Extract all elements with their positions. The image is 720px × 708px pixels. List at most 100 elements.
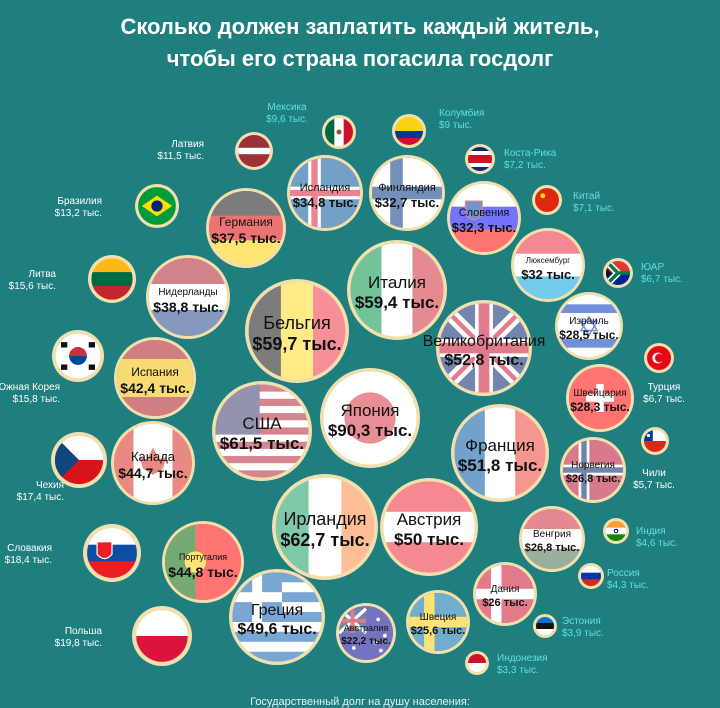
debt-value: $52,8 тыс.: [444, 352, 523, 369]
debt-value: $11,5 тыс.: [157, 151, 204, 162]
country-name: Турция: [648, 382, 681, 393]
bubble-польша: Польша$19,8 тыс.: [55, 606, 192, 666]
country-name: Люксембург: [526, 256, 570, 265]
flag-uk-icon: [439, 303, 529, 393]
country-name: Словения: [459, 207, 510, 219]
country-name: Россия: [607, 568, 640, 579]
bubble-wash: [215, 384, 309, 478]
bubble-wash: [248, 282, 346, 380]
bubble-литва: Литва$15,6 тыс.: [9, 255, 136, 303]
debt-value: $42,4 тыс.: [120, 380, 189, 396]
debt-value: $28,3 тыс.: [570, 400, 630, 414]
bubble-wash: [569, 367, 631, 429]
debt-value: $62,7 тыс.: [280, 530, 369, 550]
bubble-сша: США$61,5 тыс.: [212, 381, 312, 481]
bubble-испания: Испания$42,4 тыс.: [114, 337, 196, 419]
flag-greece-icon: [232, 572, 322, 662]
flag-china-icon: [535, 188, 559, 212]
country-name: Швейцария: [573, 388, 626, 399]
bubble-чехия: Чехия$17,4 тыс.: [17, 432, 107, 503]
flag-denmark-icon: [476, 565, 534, 623]
footnote: Государственный долг на душу населения:: [250, 696, 470, 708]
country-name: Ирландия: [283, 509, 366, 529]
bubble-дания: Дания $26 тыс.: [473, 562, 537, 626]
debt-value: $26 тыс.: [482, 597, 527, 609]
bubble-wash: [450, 184, 518, 252]
flag-turkey-icon: [647, 346, 671, 370]
flag-southkorea-icon: [55, 333, 101, 379]
bubble-израиль: Израиль$28,5 тыс.: [555, 292, 623, 360]
debt-value: $9 тыс.: [439, 120, 472, 131]
country-name: Греция: [251, 602, 303, 619]
debt-value: $28,5 тыс.: [559, 328, 619, 342]
bubble-бразилия: Бразилия$13,2 тыс.: [55, 184, 179, 228]
bubble-юар: ЮАР$6,7 тыс.: [603, 258, 683, 288]
debt-value: $61,5 тыс.: [220, 434, 304, 453]
debt-value: $19,8 тыс.: [55, 638, 102, 649]
debt-value: $26,8 тыс.: [525, 542, 580, 554]
bubble-ирландия: Ирландия$62,7 тыс.: [272, 474, 378, 580]
debt-value: $3,3 тыс.: [497, 665, 539, 676]
bubble-wash: [439, 303, 529, 393]
flag-russia-icon: [581, 566, 601, 586]
bubble-wash: [339, 606, 393, 660]
bubble-wash: [383, 481, 475, 573]
debt-value: $34,8 тыс.: [293, 195, 357, 210]
debt-value: $4,6 тыс.: [636, 538, 678, 549]
flag-iceland-icon: [290, 158, 360, 228]
country-name: Канада: [131, 449, 176, 464]
country-name: Латвия: [171, 139, 204, 150]
flag-slovenia-icon: [450, 184, 518, 252]
bubble-словакия: Словакия$18,4 тыс.: [5, 524, 141, 582]
bubble-wash: [454, 407, 546, 499]
country-name: Испания: [131, 365, 179, 379]
bubble-коста-рика: Коста-Рика$7,2 тыс.: [465, 144, 557, 174]
bubble-бельгия: Бельгия$59,7 тыс.: [245, 279, 349, 383]
bubble-турция: Турция$6,7 тыс.: [643, 343, 685, 405]
bubble-латвия: Латвия$11,5 тыс.: [157, 132, 273, 170]
flag-mexico-icon: [325, 118, 353, 146]
debt-value: $15,6 тыс.: [9, 281, 56, 292]
country-name: Италия: [368, 273, 426, 292]
debt-value: $32,7 тыс.: [375, 195, 439, 210]
country-name: Польша: [65, 626, 103, 637]
title-line-1: Сколько должен заплатить каждый житель,: [120, 14, 600, 39]
bubble-австралия: Австралия $22,2 тыс.: [336, 603, 396, 663]
debt-value: $17,4 тыс.: [17, 492, 64, 503]
debt-value: $6,7 тыс.: [643, 394, 685, 405]
bubble-индонезия: Индонезия$3,3 тыс.: [465, 651, 548, 676]
bubble-wash: [323, 371, 417, 465]
flag-israel-icon: [558, 295, 620, 357]
debt-value: $13,2 тыс.: [55, 208, 102, 219]
bubble-индия: Индия$4,6 тыс.: [603, 518, 678, 549]
country-name: Коста-Рика: [504, 148, 557, 159]
bubble-словения: Словения$32,3 тыс.: [447, 181, 521, 255]
bubble-великобритания: Великобритания $52,8 тыс.: [423, 300, 545, 396]
country-name: Бельгия: [263, 313, 330, 333]
flag-luxembourg-icon: [514, 231, 582, 299]
flag-sweden-icon: [409, 593, 467, 651]
country-name: Индия: [636, 526, 666, 537]
country-name: США: [242, 414, 282, 433]
flag-hungary-icon: [522, 509, 582, 569]
debt-value: $32 тыс.: [521, 267, 575, 282]
country-name: Дания: [491, 584, 520, 595]
country-name: Австралия: [344, 623, 389, 633]
bubble-мексика: Мексика$9,6 тыс.: [266, 102, 356, 149]
bubble-япония: Япония$90,3 тыс.: [320, 368, 420, 468]
bubble-франция: Франция$51,8 тыс.: [451, 404, 549, 502]
bubble-швейцария: Швейцария$28,3 тыс.: [566, 364, 634, 432]
debt-value: $38,8 тыс.: [153, 299, 222, 315]
bubble-австрия: Австрия$50 тыс.: [380, 478, 478, 576]
country-name: Нидерланды: [158, 287, 217, 298]
bubble-колумбия: Колумбия$9 тыс.: [392, 107, 484, 148]
country-name: Германия: [219, 215, 273, 229]
flag-costarica-icon: [468, 147, 492, 171]
bubble-wash: [563, 440, 623, 500]
country-name: Эстония: [562, 616, 601, 627]
title-line-2: чтобы его страна погасила госдолг: [166, 46, 554, 71]
debt-value: $18,4 тыс.: [5, 555, 52, 566]
country-name: Китай: [573, 191, 600, 202]
bubble-люксембург: Люксембург $32 тыс.: [511, 228, 585, 302]
